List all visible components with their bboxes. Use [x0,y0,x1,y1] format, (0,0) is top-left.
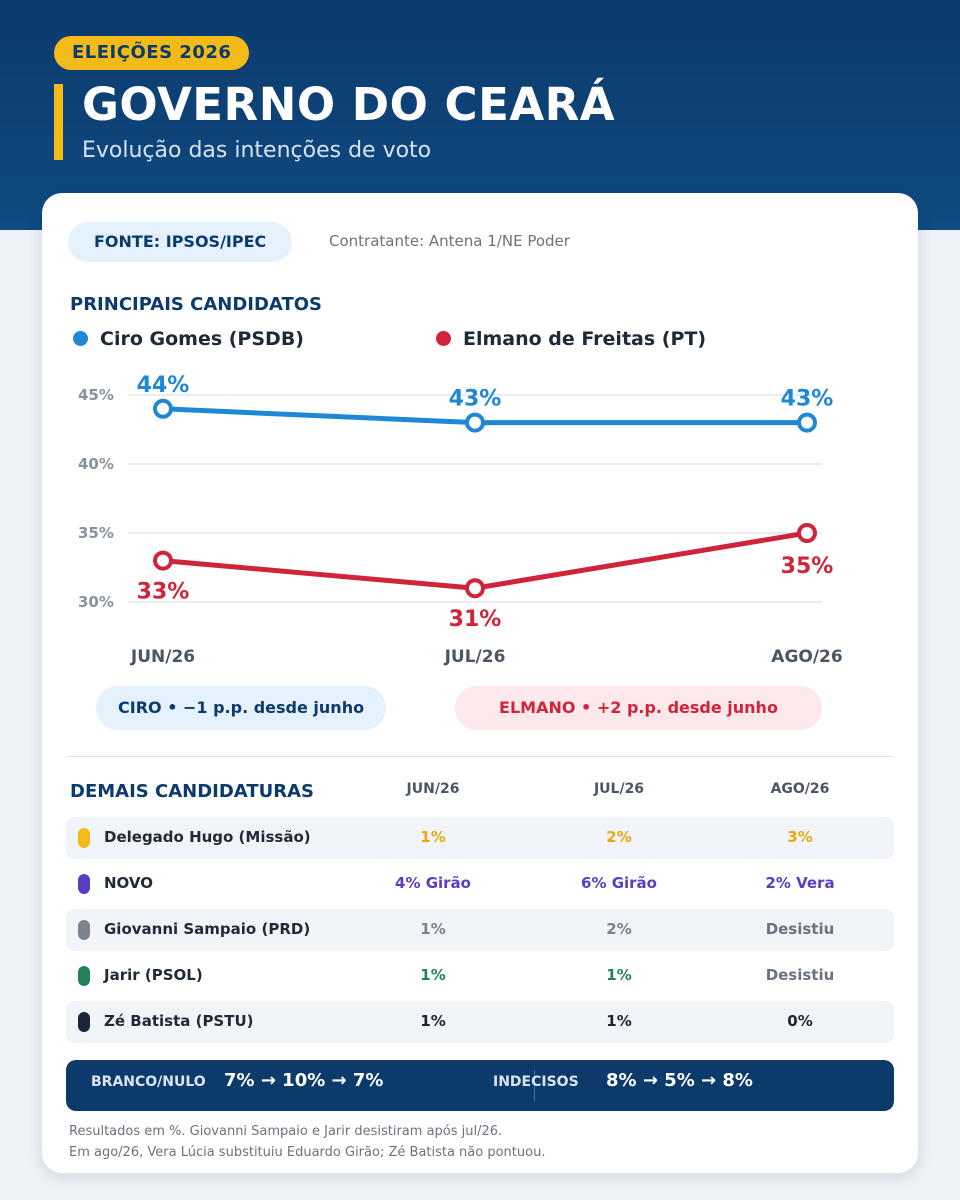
row-value-cell: 1% [606,966,632,984]
row-value-cell: 1% [420,920,446,938]
contratante-text: Contratante: Antena 1/NE Poder [329,232,570,250]
y-tick-label: 30% [78,593,114,611]
data-point [153,398,173,419]
y-tick-label: 40% [78,455,114,473]
row-value-cell: Desistiu [765,920,835,938]
data-point [465,412,485,433]
row-value-cell: 1% [420,966,446,984]
series-line [160,530,810,591]
data-point [465,578,485,599]
summary-bar: BRANCO/NULO 7% → 10% → 7% INDECISOS 8% →… [66,1060,894,1111]
y-tick-label: 45% [78,386,114,404]
legend-ciro-label: Ciro Gomes (PSDB) [100,328,304,350]
main-candidates-title: PRINCIPAIS CANDIDATOS [70,294,322,315]
row-color-marker [78,874,90,894]
row-value-cell: 1% [420,1012,446,1030]
data-point [797,412,817,433]
indecisos-label: INDECISOS [493,1074,579,1090]
data-label: 44% [137,373,190,398]
data-point [797,523,817,543]
footnote-1: Resultados em %. Giovanni Sampaio e Jari… [69,1124,503,1139]
branco-values: 7% → 10% → 7% [224,1070,384,1091]
branco-label: BRANCO/NULO [91,1074,206,1090]
col-head-jul: JUL/26 [593,781,645,797]
y-tick-label: 35% [78,524,114,542]
legend-elmano-label: Elmano de Freitas (PT) [463,328,707,350]
table-row [66,1001,894,1043]
row-value-cell: 1% [420,828,446,846]
row-value-cell: 2% [606,920,632,938]
table-row [66,909,894,951]
delta-elmano-badge: ELMANO • +2 p.p. desde junho [455,686,822,730]
legend-ciro-dot [73,331,88,346]
col-head-ago: AGO/26 [770,781,830,797]
data-label: 43% [449,387,502,412]
row-value-cell: 2% [606,828,632,846]
row-candidate-name: NOVO [104,874,153,892]
data-label: 31% [449,607,502,632]
table-row [66,817,894,859]
row-color-marker [78,920,90,940]
footnote-2: Em ago/26, Vera Lúcia substituiu Eduardo… [69,1145,546,1160]
x-tick-label: AGO/26 [771,647,842,667]
indecisos-values: 8% → 5% → 8% [606,1070,753,1091]
row-color-marker [78,966,90,986]
data-label: 33% [137,580,190,605]
row-value-cell: 4% Girão [395,874,471,892]
summary-separator [534,1070,535,1101]
row-value-cell: 6% Girão [581,874,657,892]
row-candidate-name: Jarir (PSOL) [104,966,203,984]
line-chart: 45% 40% 35% 30% JUN/26 JUL/26 AGO/26 44% 43% 43% 3… [78,373,843,667]
source-badge: FONTE: IPSOS/IPEC [68,222,293,262]
row-color-marker [78,828,90,848]
data-point [153,550,173,571]
x-tick-label: JUL/26 [444,647,506,667]
page-title: GOVERNO DO CEARÁ [82,78,616,131]
row-value-cell: 0% [787,1012,813,1030]
row-value-cell: 3% [787,828,813,846]
row-value-cell: 2% Vera [765,874,835,892]
title-accent-bar [54,84,63,160]
row-color-marker [78,1012,90,1032]
delta-ciro-badge: CIRO • −1 p.p. desde junho [96,686,387,730]
legend-ciro: Ciro Gomes (PSDB) [73,328,304,350]
section-divider [68,756,892,757]
data-label: 43% [781,387,834,412]
col-head-jun: JUN/26 [406,781,460,797]
row-candidate-name: Delegado Hugo (Missão) [104,828,311,846]
legend-elmano: Elmano de Freitas (PT) [436,328,706,350]
legend-elmano-dot [436,331,451,346]
election-tag: ELEIÇÕES 2026 [54,36,250,70]
row-value-cell: Desistiu [765,966,835,984]
data-label: 35% [781,554,834,579]
row-value-cell: 1% [606,1012,632,1030]
x-tick-label: JUN/26 [130,647,195,667]
others-title: DEMAIS CANDIDATURAS [70,781,314,802]
row-candidate-name: Giovanni Sampaio (PRD) [104,920,311,938]
page-subtitle: Evolução das intenções de voto [82,138,432,163]
row-candidate-name: Zé Batista (PSTU) [104,1012,254,1030]
